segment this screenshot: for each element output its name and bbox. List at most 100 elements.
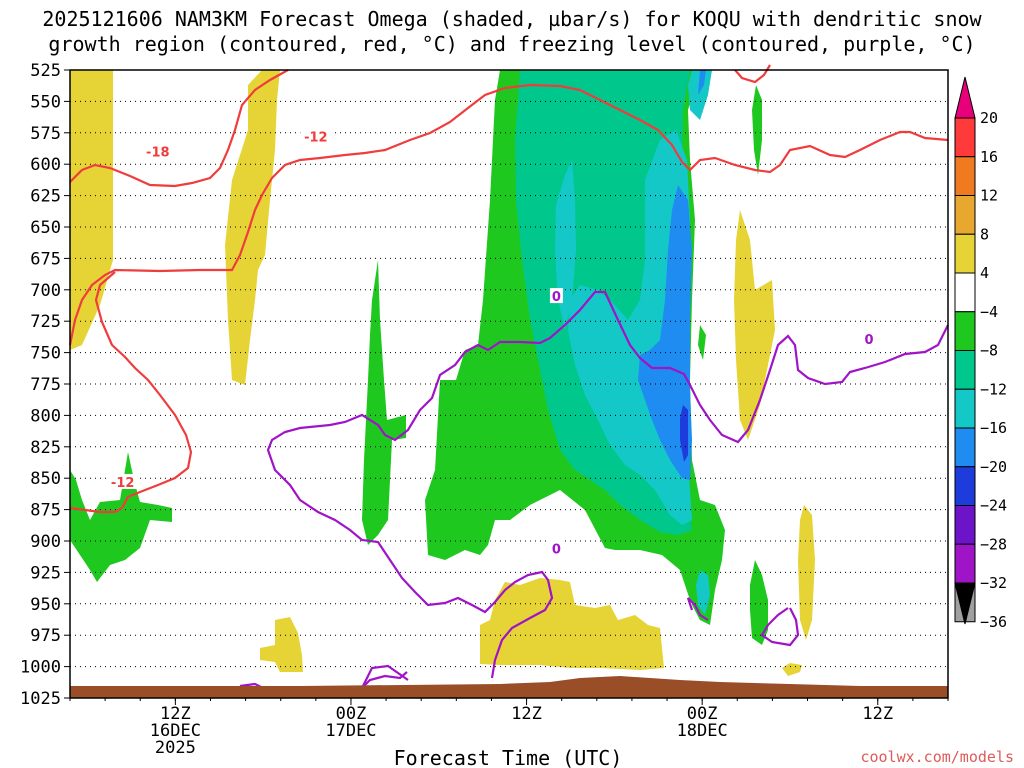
colorbar-label: 20 xyxy=(980,109,998,127)
x-tick-label: 17DEC xyxy=(325,721,376,741)
colorbar-swatch xyxy=(954,505,976,545)
y-tick-label: 650 xyxy=(30,218,61,238)
y-tick-label: 725 xyxy=(30,312,61,332)
y-tick-label: 750 xyxy=(30,344,61,364)
y-tick-label: 1000 xyxy=(20,658,61,678)
dgz-contour-line xyxy=(734,64,771,84)
contour-label-bg xyxy=(142,143,174,159)
omega-area-yellow xyxy=(225,70,280,385)
x-tick-label: 00Z xyxy=(336,704,367,724)
y-tick-label: 625 xyxy=(30,187,61,207)
y-tick-label: 825 xyxy=(30,438,61,458)
colorbar-label: −32 xyxy=(980,574,1007,592)
omega-area-blue xyxy=(698,70,706,95)
freezing-level-contour xyxy=(686,597,709,621)
omega-area-dark-blue xyxy=(680,405,688,462)
colorbar-swatch xyxy=(954,311,976,351)
x-tick-label: 2025 xyxy=(155,738,196,758)
plot-area: -18 -12 -12 0 0 0 xyxy=(68,64,949,699)
colorbar-swatch xyxy=(954,76,976,119)
contour-label-bg xyxy=(107,473,139,489)
colorbar-label: 12 xyxy=(980,187,998,205)
y-tick-label: 850 xyxy=(30,469,61,489)
dgz-contour-line xyxy=(68,83,949,346)
colorbar-label: 8 xyxy=(980,225,989,243)
contour-label: -12 xyxy=(111,476,135,491)
y-tick-label: 700 xyxy=(30,281,61,301)
contour-label: 0 xyxy=(552,543,561,558)
y-tick-label: 925 xyxy=(30,563,61,583)
terrain-surface xyxy=(70,676,948,698)
colorbar-swatch xyxy=(954,427,976,468)
chart-title-line1: 2025121606 NAM3KM Forecast Omega (shaded… xyxy=(42,7,982,31)
contour-lines xyxy=(68,64,949,689)
colorbar-label: −28 xyxy=(980,535,1007,553)
colorbar-swatch xyxy=(954,582,976,625)
x-tick-label: 12Z xyxy=(160,704,191,724)
contour-label: 0 xyxy=(864,333,873,348)
y-tick-label: 1025 xyxy=(20,689,61,709)
colorbar-label: −12 xyxy=(980,380,1007,398)
omega-area-cyan xyxy=(555,160,576,330)
colorbar-swatch xyxy=(954,117,976,158)
omega-area-cyan xyxy=(688,70,712,120)
omega-area-yellow xyxy=(782,663,802,676)
y-tick-label: 775 xyxy=(30,375,61,395)
y-axis: 525 550 575 600 625 650 675 700 725 750 775 800 825 8… xyxy=(20,61,70,709)
omega-area-green xyxy=(752,85,762,175)
x-tick-label: 12Z xyxy=(862,704,893,724)
contour-label: 0 xyxy=(552,290,561,305)
freezing-level-contour xyxy=(361,664,409,689)
omega-area-yellow xyxy=(70,70,113,350)
credit-link[interactable]: coolwx.com/models xyxy=(860,748,1014,766)
colorbar-label: 16 xyxy=(980,148,998,166)
contour-label-bg xyxy=(862,330,876,346)
omega-area-blue xyxy=(638,185,692,480)
colorbar-swatch xyxy=(954,156,976,196)
y-tick-label: 675 xyxy=(30,249,61,269)
y-tick-label: 575 xyxy=(30,124,61,144)
chart-title-line2: growth region (contoured, red, °C) and f… xyxy=(48,32,975,56)
omega-area-green xyxy=(698,325,706,360)
colorbar-label: −36 xyxy=(980,613,1007,631)
y-tick-label: 550 xyxy=(30,92,61,112)
x-tick-label: 00Z xyxy=(687,704,718,724)
contour-label-bg xyxy=(549,540,563,556)
colorbar-label: 4 xyxy=(980,264,989,282)
omega-area-cyan xyxy=(696,570,710,615)
colorbar-swatch xyxy=(954,388,976,429)
y-tick-label: 600 xyxy=(30,155,61,175)
y-tick-label: 875 xyxy=(30,501,61,521)
colorbar-swatch xyxy=(954,195,976,235)
colorbar-swatch xyxy=(954,350,976,390)
x-tick-label: 12Z xyxy=(511,704,542,724)
y-tick-label: 800 xyxy=(30,406,61,426)
colorbar-label: −24 xyxy=(980,497,1007,515)
contour-label: -12 xyxy=(304,131,328,146)
contour-labels: -18 -12 -12 0 0 0 xyxy=(107,128,876,558)
contour-label: -18 xyxy=(146,146,170,161)
colorbar-swatch xyxy=(954,466,976,506)
omega-area-yellow xyxy=(260,617,303,672)
colorbar-swatch xyxy=(954,233,976,274)
dgz-contour-line xyxy=(69,69,289,188)
omega-shading xyxy=(70,70,815,676)
omega-area-green xyxy=(750,560,768,645)
freezing-level-contour xyxy=(266,290,949,679)
omega-area-yellow xyxy=(480,578,664,670)
colorbar: 20 16 12 8 4 −4 −8 −12 −16 −20 −24 −28 −32 −36 xyxy=(954,76,1007,631)
omega-area-green xyxy=(362,260,406,545)
y-tick-label: 950 xyxy=(30,595,61,615)
contour-label-bg xyxy=(300,128,332,144)
x-axis-title: Forecast Time (UTC) xyxy=(394,746,623,768)
dgz-contour-line xyxy=(69,271,193,514)
colorbar-label: −8 xyxy=(980,342,998,360)
x-tick-label: 18DEC xyxy=(677,721,728,741)
colorbar-label: −20 xyxy=(980,458,1007,476)
freezing-level-contour xyxy=(760,607,800,647)
colorbar-swatch xyxy=(954,543,976,584)
y-tick-label: 975 xyxy=(30,626,61,646)
colorbar-swatch xyxy=(954,272,976,313)
